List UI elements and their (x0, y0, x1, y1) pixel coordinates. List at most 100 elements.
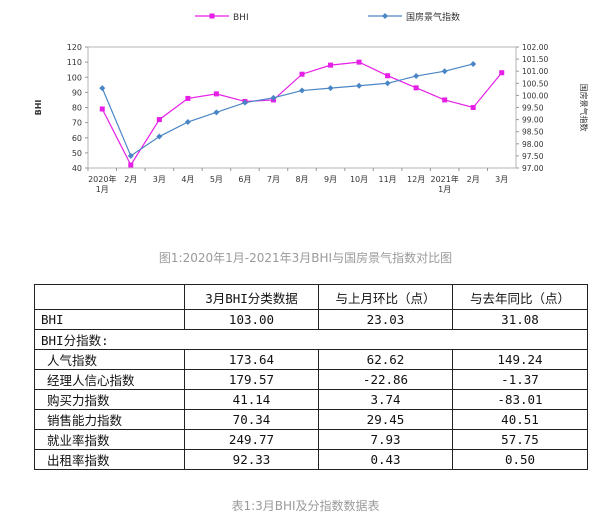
data-point-bhi (385, 73, 391, 79)
data-point-guofang (356, 82, 363, 89)
y-tick-label: 50 (72, 149, 82, 158)
x-tick-label: 6月 (238, 175, 251, 184)
y2-tick-label: 102.00 (522, 43, 548, 52)
row-label: BHI (34, 309, 185, 330)
table-row: BHI 103.00 23.03 31.08 (34, 309, 588, 330)
table-caption: 表1:3月BHI及分指数数据表 (231, 499, 380, 513)
data-point-guofang (299, 87, 305, 94)
data-point-bhi (413, 85, 419, 91)
data-point-guofang (413, 73, 420, 80)
legend-label-guofang: 国房景气指数 (406, 11, 460, 23)
row-label: 出租率指数 (34, 449, 185, 470)
data-point-bhi (213, 91, 219, 97)
x-tick-label: 2020年 1月 (88, 174, 116, 194)
data-point-guofang (384, 80, 391, 87)
y2-tick-label: 97.50 (522, 152, 544, 161)
row-label: 购买力指数 (34, 389, 185, 410)
table-cell: 3.74 (318, 389, 453, 410)
table-header-row: 3月BHI分类数据 与上月环比（点） 与去年同比（点） (34, 284, 588, 310)
data-point-bhi (356, 59, 362, 65)
x-tick-label: 3月 (495, 175, 508, 184)
y-tick-label: 80 (72, 104, 82, 113)
data-point-bhi (185, 95, 191, 101)
data-point-bhi (99, 106, 105, 112)
y-tick-label: 100 (67, 73, 82, 82)
x-tick-label: 10月 (350, 175, 368, 184)
table-cell: -83.01 (452, 389, 588, 410)
data-point-bhi (328, 62, 334, 68)
legend-marker-bhi (209, 13, 215, 19)
y2-tick-label: 101.00 (522, 67, 548, 76)
row-label: BHI分指数: (34, 329, 588, 350)
bhi-data-table: 3月BHI分类数据 与上月环比（点） 与去年同比（点） BHI 103.00 23.… (34, 284, 588, 470)
table-row: BHI分指数: (34, 329, 588, 350)
y-tick-label: 60 (72, 134, 82, 143)
data-point-guofang (270, 94, 277, 101)
table-cell: 41.14 (184, 389, 319, 410)
y2-tick-label: 98.00 (522, 140, 544, 149)
y2-axis-label: 国房景气指数 (579, 84, 589, 132)
figure-caption: 图1:2020年1月-2021年3月BHI与国房景气指数对比图 (158, 251, 453, 265)
table-cell: 92.33 (184, 449, 319, 470)
y2-tick-label: 100.00 (522, 91, 548, 100)
data-point-guofang (127, 152, 134, 159)
table-cell: 179.57 (184, 369, 319, 390)
row-label: 销售能力指数 (34, 409, 185, 430)
table-cell: 249.77 (184, 429, 319, 450)
data-point-guofang (99, 85, 106, 92)
x-tick-label: 12月 (407, 175, 425, 184)
table-cell: 23.03 (318, 309, 453, 330)
x-tick-label: 8月 (295, 175, 308, 184)
data-point-bhi (442, 97, 448, 103)
x-tick-label: 2021年 1月 (430, 174, 458, 194)
table-cell: 0.43 (318, 449, 453, 470)
data-point-bhi (299, 71, 305, 77)
table-header-cell: 与上月环比（点） (318, 284, 453, 310)
series-line-bhi (101, 61, 503, 167)
table-cell: 70.34 (184, 409, 319, 430)
data-point-guofang (241, 99, 248, 106)
data-point-bhi (499, 70, 505, 76)
data-point-guofang (156, 133, 163, 140)
table-cell: 57.75 (452, 429, 588, 450)
x-tick-label: 3月 (153, 175, 166, 184)
data-point-bhi (470, 105, 476, 110)
x-tick-label: 2月 (124, 175, 137, 184)
table-cell: 173.64 (184, 349, 319, 370)
x-tick-label: 2月 (467, 175, 480, 184)
row-label: 就业率指数 (34, 429, 185, 450)
legend-marker-guofang (382, 13, 388, 19)
table-header-cell (34, 284, 185, 310)
plot-area (87, 46, 517, 169)
table-row: 购买力指数 41.14 3.74 -83.01 (34, 389, 588, 410)
y-tick-label: 110 (67, 58, 82, 67)
x-tick-label: 5月 (210, 175, 223, 184)
y2-tick-label: 101.50 (522, 55, 548, 64)
x-tick-label: 7月 (267, 175, 280, 184)
y-tick-label: 90 (72, 88, 82, 97)
data-point-guofang (441, 68, 448, 75)
data-point-guofang (184, 119, 191, 126)
table-cell: 0.50 (452, 449, 588, 470)
y2-tick-label: 99.00 (522, 116, 544, 125)
data-point-guofang (327, 85, 334, 92)
table-header-cell: 与去年同比（点） (452, 284, 588, 310)
table-cell: 31.08 (452, 309, 588, 330)
y-tick-label: 70 (72, 119, 82, 128)
row-label: 经理人信心指数 (34, 369, 185, 390)
y-tick-label: 120 (67, 43, 82, 52)
table-row: 经理人信心指数 179.57 -22.86 -1.37 (34, 369, 588, 390)
table-cell: 7.93 (318, 429, 453, 450)
series-line-guofang (101, 63, 474, 157)
y2-tick-label: 100.50 (522, 79, 548, 88)
table-row: 就业率指数 249.77 7.93 57.75 (34, 429, 588, 450)
x-tick-label: 11月 (379, 175, 397, 184)
table-row: 销售能力指数 70.34 29.45 40.51 (34, 409, 588, 430)
table-cell: 62.62 (318, 349, 453, 370)
data-point-guofang (470, 60, 477, 67)
table-body: BHI 103.00 23.03 31.08 BHI分指数: 人气指数 173.64 62.6… (34, 309, 588, 470)
y-tick-label: 40 (72, 164, 82, 173)
data-point-bhi (128, 162, 134, 168)
y2-tick-label: 99.50 (522, 104, 544, 113)
table-row: 出租率指数 92.33 0.43 0.50 (34, 449, 588, 470)
